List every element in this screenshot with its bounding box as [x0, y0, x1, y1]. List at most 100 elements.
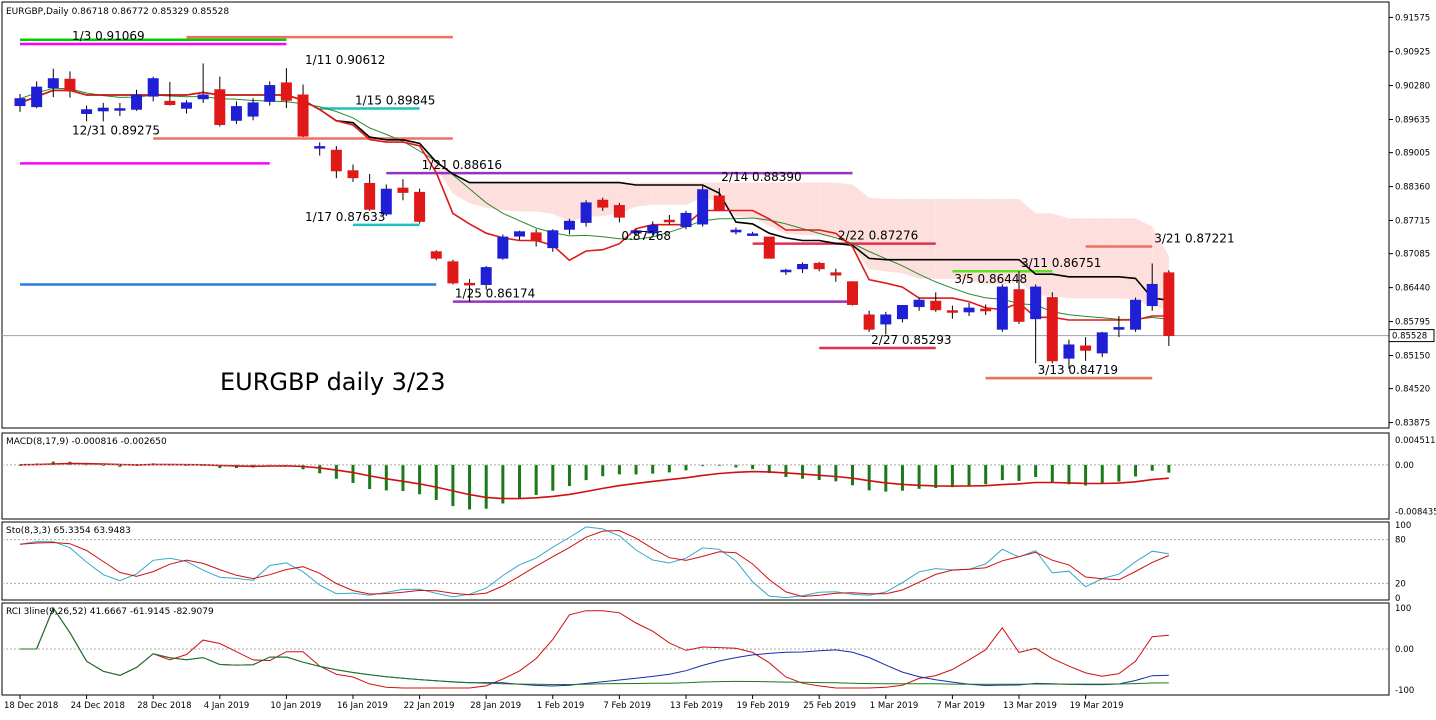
macd-bar [368, 464, 372, 490]
candle-bull [230, 106, 242, 121]
macd-bar [834, 464, 838, 482]
price-annotation: 1/3 0.91069 [72, 29, 145, 43]
macd-bar [1167, 464, 1171, 473]
macd-bar [734, 464, 738, 468]
date-tick-label: 13 Mar 2019 [1003, 701, 1057, 711]
indicator-lines [19, 87, 1169, 321]
candle-bull [31, 86, 43, 108]
candle-bull [996, 286, 1008, 330]
price-tick-label: 0.83875 [1395, 419, 1430, 429]
macd-bar [817, 464, 821, 481]
candle-bear [830, 272, 842, 276]
candle-bull [131, 94, 143, 110]
macd-bar [967, 464, 971, 486]
candle-bull [630, 230, 642, 234]
cloud-segment [552, 182, 570, 222]
sto-tick-label: 100 [1395, 521, 1411, 531]
rci-long-line [20, 606, 1169, 685]
price-annotation: 2/14 0.88390 [721, 170, 801, 184]
candle-bull [380, 188, 392, 215]
price-tick-label: 0.89635 [1395, 115, 1430, 125]
cloud-segment [1002, 199, 1019, 285]
chart-watermark: EURGBP daily 3/23 [220, 368, 446, 396]
cloud-segment [519, 182, 537, 212]
macd-bar [551, 464, 555, 491]
candle-bull [647, 225, 659, 234]
macd-bar [684, 464, 688, 471]
price-annotation: 2/27 0.85293 [871, 333, 951, 347]
candle-bull [97, 107, 109, 112]
macd-bar [1117, 464, 1121, 482]
price-annotation: 3/13 0.84719 [1038, 363, 1118, 377]
macd-tick-label: 0.00 [1395, 461, 1414, 471]
candle-bear [414, 191, 426, 222]
symbol-header: EURGBP,Daily 0.86718 0.86772 0.85329 0.8… [6, 7, 229, 17]
rci-tick-label: 0.00 [1395, 645, 1414, 655]
macd-pane: 0.004511 0.00 -0.008435 [2, 436, 1436, 518]
macd-header: MACD(8,17,9) -0.000816 -0.002650 [6, 437, 167, 447]
candle-bear [347, 170, 359, 179]
cloud-segment [735, 182, 753, 218]
macd-bar [1100, 464, 1104, 484]
cloud-segment [802, 182, 820, 236]
cloud-segment [1052, 213, 1069, 299]
date-tick-label: 22 Jan 2019 [404, 701, 455, 711]
candle-bear [530, 232, 542, 242]
candle-bull [880, 314, 892, 325]
cloud-segment [769, 182, 786, 234]
rci-pane: 100 0.00 -100 [2, 604, 1414, 696]
macd-bar [784, 464, 788, 477]
macd-bar [484, 464, 488, 509]
tenkan-line [19, 89, 1169, 321]
date-tick-label: 28 Dec 2018 [137, 701, 191, 711]
macd-bar [701, 464, 705, 467]
candle-bull [314, 146, 326, 149]
candle-bull [81, 109, 93, 114]
sto-pane-frame [1, 521, 1390, 601]
macd-bar [1150, 464, 1154, 471]
date-tick-label: 19 Feb 2019 [737, 701, 790, 711]
cloud-segment [436, 161, 453, 194]
candle-bear [813, 262, 825, 270]
cloud-segment [1035, 213, 1053, 296]
candle-bear [330, 149, 342, 172]
candle-bull [547, 230, 559, 249]
candle-bull [47, 78, 59, 89]
candle-bear [930, 300, 942, 311]
price-annotation: 1/25 0.86174 [455, 287, 535, 301]
candle-bull [480, 267, 492, 285]
candlesticks [14, 63, 1175, 369]
candle-bear [713, 195, 725, 211]
price-axis: 0.91575 0.90925 0.90280 0.89635 0.89005 0.883… [1388, 13, 1435, 429]
stochastic-pane: 100 80 20 0 [2, 521, 1411, 604]
price-tick-label: 0.86440 [1395, 284, 1430, 294]
macd-bar [867, 464, 871, 491]
sto-tick-label: 0 [1395, 594, 1400, 604]
candle-bear [847, 281, 858, 305]
candle-bull [963, 307, 975, 313]
macd-bar [634, 464, 638, 475]
rci-tick-label: -100 [1395, 686, 1414, 696]
candle-bull [114, 108, 126, 111]
date-tick-label: 4 Jan 2019 [204, 701, 250, 711]
price-annotations: 1/3 0.91069 1/11 0.90612 1/15 0.89845 12/31… [72, 29, 1235, 377]
candle-bull [1096, 332, 1108, 354]
level-lines [2, 35, 1389, 380]
candle-bull [147, 78, 159, 97]
macd-bar [601, 464, 605, 477]
macd-bar [651, 464, 655, 474]
date-tick-label: 1 Mar 2019 [870, 701, 918, 711]
macd-bar [1084, 464, 1088, 486]
price-annotation: 0.87268 [621, 229, 671, 243]
macd-bar [851, 464, 854, 486]
macd-bar [917, 464, 921, 489]
macd-bar [767, 464, 771, 474]
date-tick-label: 16 Jan 2019 [337, 701, 388, 711]
candle-bull [896, 305, 908, 320]
date-tick-label: 18 Dec 2018 [4, 701, 58, 711]
cloud-segment [919, 199, 936, 279]
price-annotation: 3/5 0.86448 [954, 272, 1027, 286]
macd-bar [1134, 464, 1138, 477]
macd-bar [567, 464, 571, 487]
